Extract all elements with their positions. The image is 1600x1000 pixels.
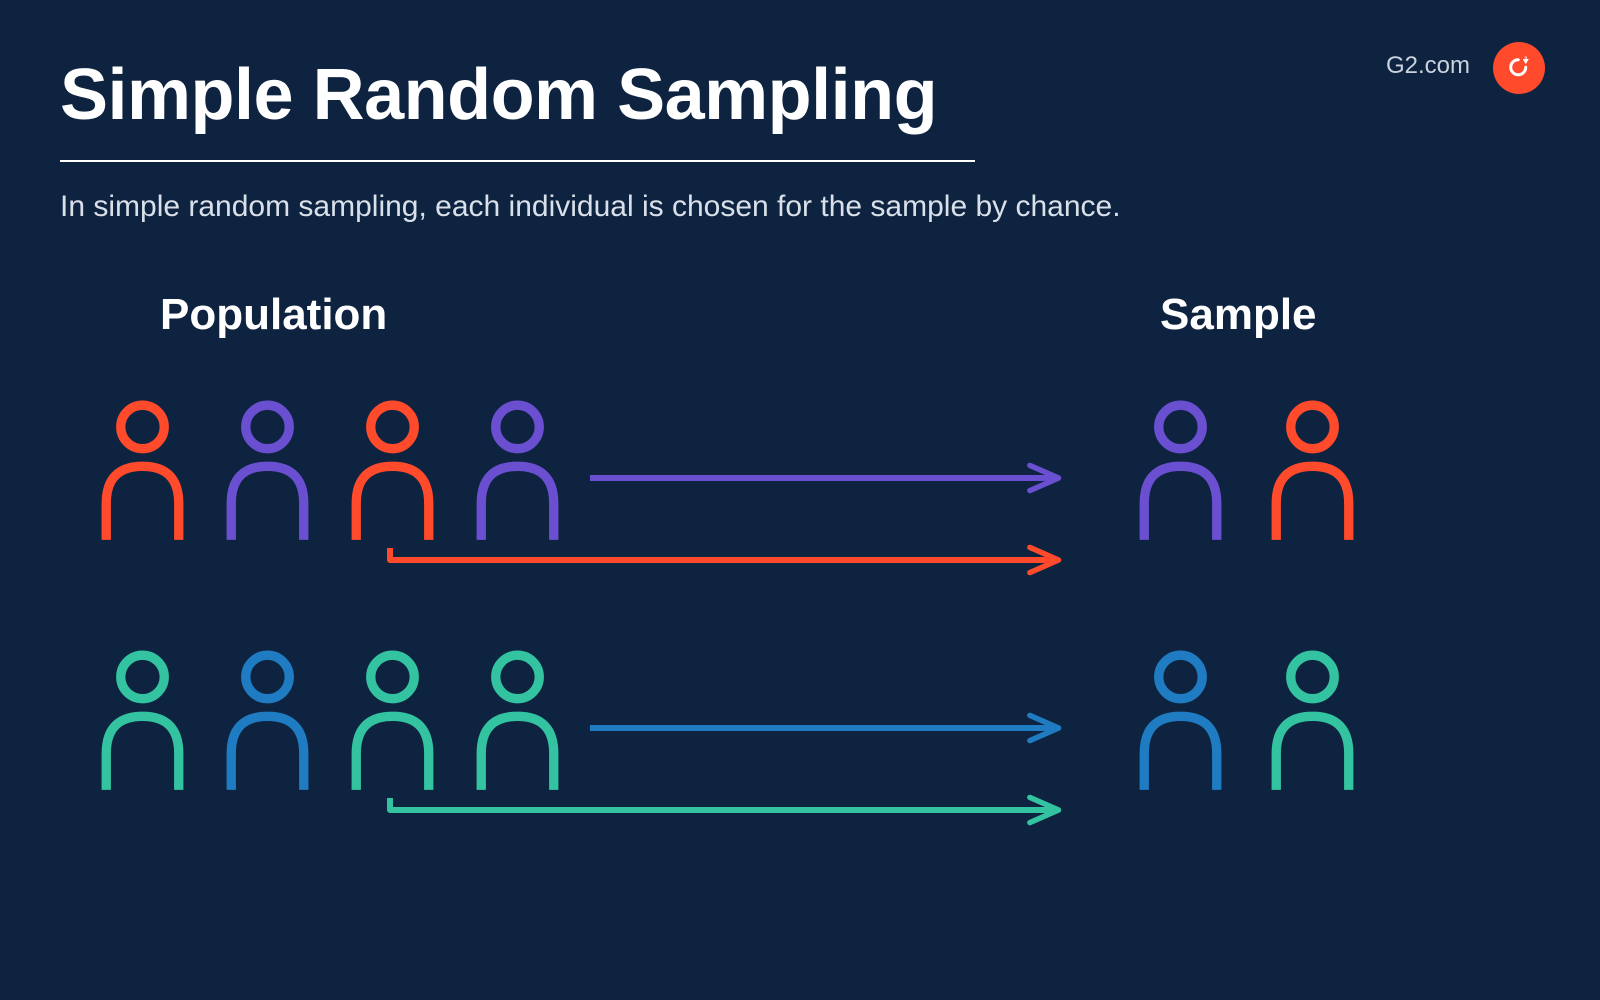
infographic-canvas: Simple Random Sampling In simple random …: [0, 0, 1600, 1000]
arrows-layer: [0, 0, 1600, 1000]
arrow-orange: [390, 548, 1055, 560]
arrow-green: [390, 798, 1055, 810]
